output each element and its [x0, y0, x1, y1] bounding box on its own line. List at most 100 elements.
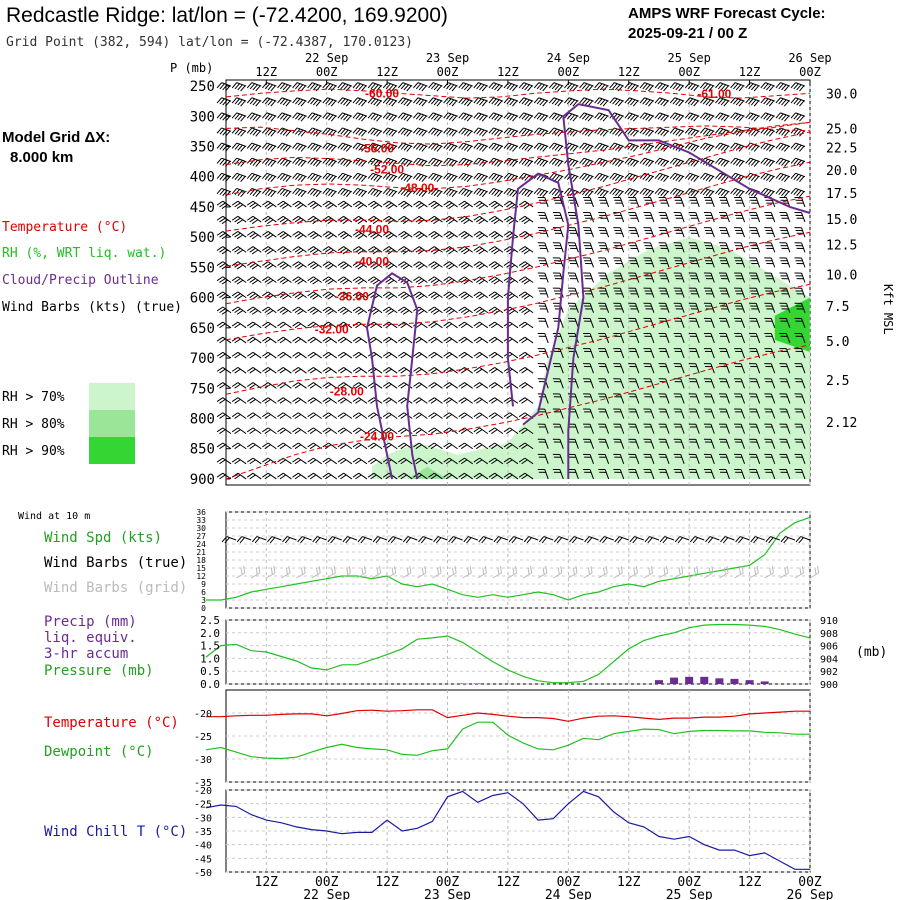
cs-barb-207-flag-2 — [403, 159, 409, 166]
cs-barb-51-flag-1 — [400, 98, 407, 105]
cs-barb-246 — [397, 172, 413, 183]
cs-barb-163-staff — [327, 142, 337, 147]
cs-barb-19-flag-0 — [503, 82, 509, 89]
cs-barb-54-flag-3 — [451, 100, 458, 107]
cs-barb-117-flag-3 — [225, 130, 231, 137]
cs-barb-16 — [458, 82, 473, 92]
cs-barb-74-flag-2 — [750, 99, 757, 106]
cs-barb-133-flag-2 — [463, 129, 470, 136]
cs-barb-9-staff — [357, 82, 368, 87]
cs-barb-119-flag-3 — [255, 130, 261, 137]
cs-barb-261-staff — [629, 172, 639, 178]
cs-barb-55 — [458, 97, 473, 107]
cs-barb-256-flag-3 — [557, 176, 563, 183]
cs-barb-179-flag-2 — [569, 144, 576, 151]
cs-barb-165-flag-3 — [361, 145, 367, 152]
cs-barb-289-flag-0 — [458, 188, 464, 195]
cs-barb-272-flag-3 — [799, 176, 805, 183]
cs-barb-222-staff — [629, 157, 639, 163]
cs-barb-233-flag-0 — [790, 157, 796, 164]
cs-barb-231-flag-0 — [760, 157, 766, 164]
cs-barb-281-flag-3 — [345, 191, 352, 198]
cs-barb-134 — [473, 127, 488, 137]
cs-barb-271-flag-1 — [778, 173, 784, 180]
cs-barb-72-flag-2 — [720, 99, 727, 106]
cs-barb-2-staff — [251, 82, 262, 87]
cs-barb-102-flag-2 — [584, 114, 591, 121]
cs-barb-101-flag-3 — [572, 115, 578, 122]
cs-barb-295 — [548, 187, 564, 198]
cs-barb-117-flag-1 — [219, 128, 225, 135]
cs-barb-13-flag-1 — [415, 83, 422, 90]
cs-barb-179-staff — [568, 142, 579, 147]
cs-barb-263-staff — [659, 172, 670, 178]
cs-barb-259-flag-2 — [599, 175, 606, 181]
legend-wind-barbs-grid: Wind Barbs (grid) — [44, 580, 187, 596]
cs-barb-162-flag-2 — [312, 144, 319, 151]
cs-barb-47-flag-1 — [340, 98, 346, 105]
cs-barb-44-flag-3 — [300, 100, 306, 107]
cs-barb-128-staff — [387, 127, 398, 132]
cs-barb-74-flag-1 — [748, 98, 754, 105]
cs-barb-97-flag-0 — [503, 112, 509, 119]
cs-barb-232-flag-2 — [781, 159, 787, 166]
cs-barb-269-flag-2 — [750, 175, 757, 181]
cs-barb-271-flag-2 — [781, 175, 787, 181]
cs-barb-131-staff — [432, 127, 443, 132]
cs-barb-194-staff — [795, 142, 806, 147]
cs-barb-15-flag-3 — [451, 85, 458, 92]
cs-barb-84-flag-2 — [312, 114, 319, 121]
cs-barb-858-flag-0 — [216, 412, 224, 418]
cs-barb-149-flag-3 — [708, 130, 714, 137]
cs-barb-144-flag-3 — [632, 130, 639, 137]
cs-barb-12 — [397, 82, 413, 92]
cs-barb-140-staff — [568, 127, 579, 132]
cs-barb-81-flag-2 — [267, 114, 273, 121]
cs-barb-310-flag-2 — [781, 190, 787, 197]
cs-barb-286-flag-1 — [415, 189, 422, 196]
cs-barb-45-staff — [312, 97, 322, 102]
cs-barb-314-flag-1 — [249, 202, 256, 208]
cs-barb-91-flag-1 — [415, 113, 422, 120]
cs-barb-232-flag-1 — [778, 158, 784, 165]
cs-barb-124-staff — [327, 127, 337, 132]
cs-barb-93-flag-0 — [443, 112, 449, 119]
cs-barb-92 — [428, 112, 443, 122]
cs-barb-105-flag-3 — [632, 115, 639, 122]
cs-barb-42-flag-3 — [270, 100, 276, 107]
cs-barb-287-flag-3 — [436, 191, 442, 198]
cs-barb-191-flag-2 — [750, 144, 757, 151]
cs-barb-150-flag-1 — [717, 128, 724, 135]
cs-barb-223-staff — [644, 157, 655, 163]
cs-barb-112 — [730, 112, 745, 122]
cs-barb-154-flag-0 — [775, 127, 781, 134]
cs-barb-285-flag-2 — [403, 190, 409, 197]
cs-barb-70-flag-3 — [693, 100, 699, 107]
cs-barb-58-flag-3 — [512, 100, 518, 107]
cs-barb-19-flag-2 — [509, 84, 515, 91]
cs-barb-178 — [548, 142, 564, 152]
cs-barb-11-staff — [387, 82, 398, 87]
cs-barb-117-flag-2 — [222, 129, 228, 136]
forecast-cycle-label: AMPS WRF Forecast Cycle: — [628, 5, 826, 22]
cs-barb-57-staff — [493, 97, 504, 102]
cs-barb-225-flag-2 — [675, 159, 681, 166]
cs-barb-24-flag-0 — [579, 82, 585, 89]
cs-barb-3-flag-3 — [270, 85, 276, 92]
cs-barb-241-flag-0 — [322, 172, 328, 179]
cs-barb-72 — [715, 97, 730, 107]
cs-barb-11-flag-3 — [391, 85, 397, 92]
cs-barb-169-flag-1 — [415, 143, 422, 150]
cs-barb-96-staff — [493, 112, 504, 117]
cs-barb-94-flag-1 — [461, 113, 467, 120]
cs-barb-270-flag-2 — [766, 175, 772, 181]
cs-barb-70-flag-0 — [684, 97, 691, 104]
cs-barb-126 — [352, 127, 368, 137]
cs-barb-87-flag-0 — [352, 112, 358, 119]
cs-barb-298-flag-1 — [597, 189, 603, 196]
cs-barb-266-staff — [704, 172, 715, 178]
cs-barb-80 — [246, 112, 262, 122]
cs-barb-121-flag-2 — [282, 129, 289, 136]
cs-barb-65-flag-3 — [617, 100, 624, 107]
cs-barb-284-flag-2 — [388, 190, 394, 197]
